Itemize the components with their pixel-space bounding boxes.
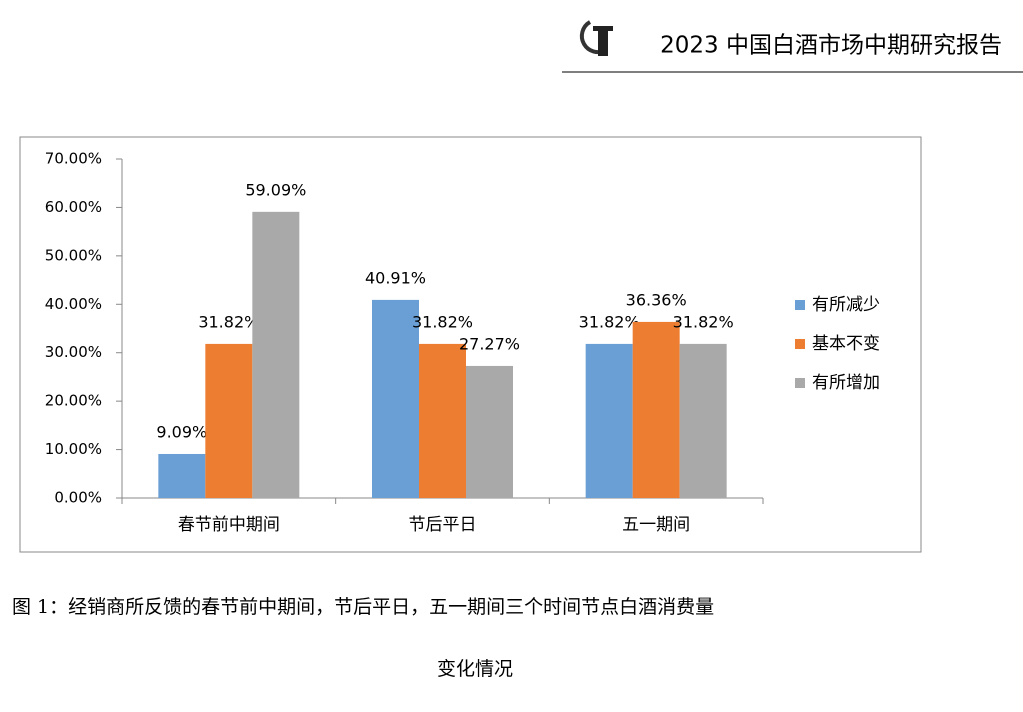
bar [205,343,253,498]
legend-swatch [795,378,805,388]
x-tick-label: 春节前中期间 [178,515,280,535]
caption-line: 变化情况 [437,658,513,680]
legend-label: 有所减少 [812,295,880,315]
bar [419,343,466,498]
value-label: 40.91% [365,268,426,287]
value-label: 9.09% [156,422,207,441]
legend-swatch [795,300,805,310]
chart-frame [19,136,922,553]
value-label: 31.82% [579,312,640,331]
bar [679,343,727,498]
bar [158,453,206,498]
y-tick-label: 70.00% [45,150,102,168]
y-tick-label: 10.00% [45,440,102,458]
header-title: 2023 中国白酒市场中期研究报告 [660,33,1002,59]
y-tick-label: 50.00% [45,246,102,264]
value-label: 31.82% [198,312,259,331]
caption-line: 图 1：经销商所反馈的春节前中期间，节后平日，五一期间三个时间节点白酒消费量 [12,596,714,618]
value-label: 27.27% [459,334,520,353]
legend-label: 基本不变 [812,334,880,354]
legend-label: 有所增加 [812,373,880,393]
value-label: 36.36% [626,290,687,309]
bar [372,299,419,498]
y-tick-label: 20.00% [45,392,102,410]
bar [585,343,633,498]
value-label: 31.82% [412,312,473,331]
chart: 0.00% 10.00% 20.00% 30.00% 40.00% 50.00% 60.00… [45,150,880,536]
x-tick-label: 节后平日 [409,515,477,535]
bar [632,321,680,498]
x-tick-label: 五一期间 [622,515,690,535]
y-tick-label: 0.00% [54,489,102,507]
bar [252,211,300,498]
y-tick-label: 30.00% [45,343,102,361]
logo [579,20,613,56]
y-tick-label: 40.00% [45,295,102,313]
bar [466,365,513,498]
value-label: 59.09% [245,180,306,199]
legend-swatch [795,339,805,349]
value-label: 31.82% [673,312,734,331]
y-tick-label: 60.00% [45,198,102,216]
